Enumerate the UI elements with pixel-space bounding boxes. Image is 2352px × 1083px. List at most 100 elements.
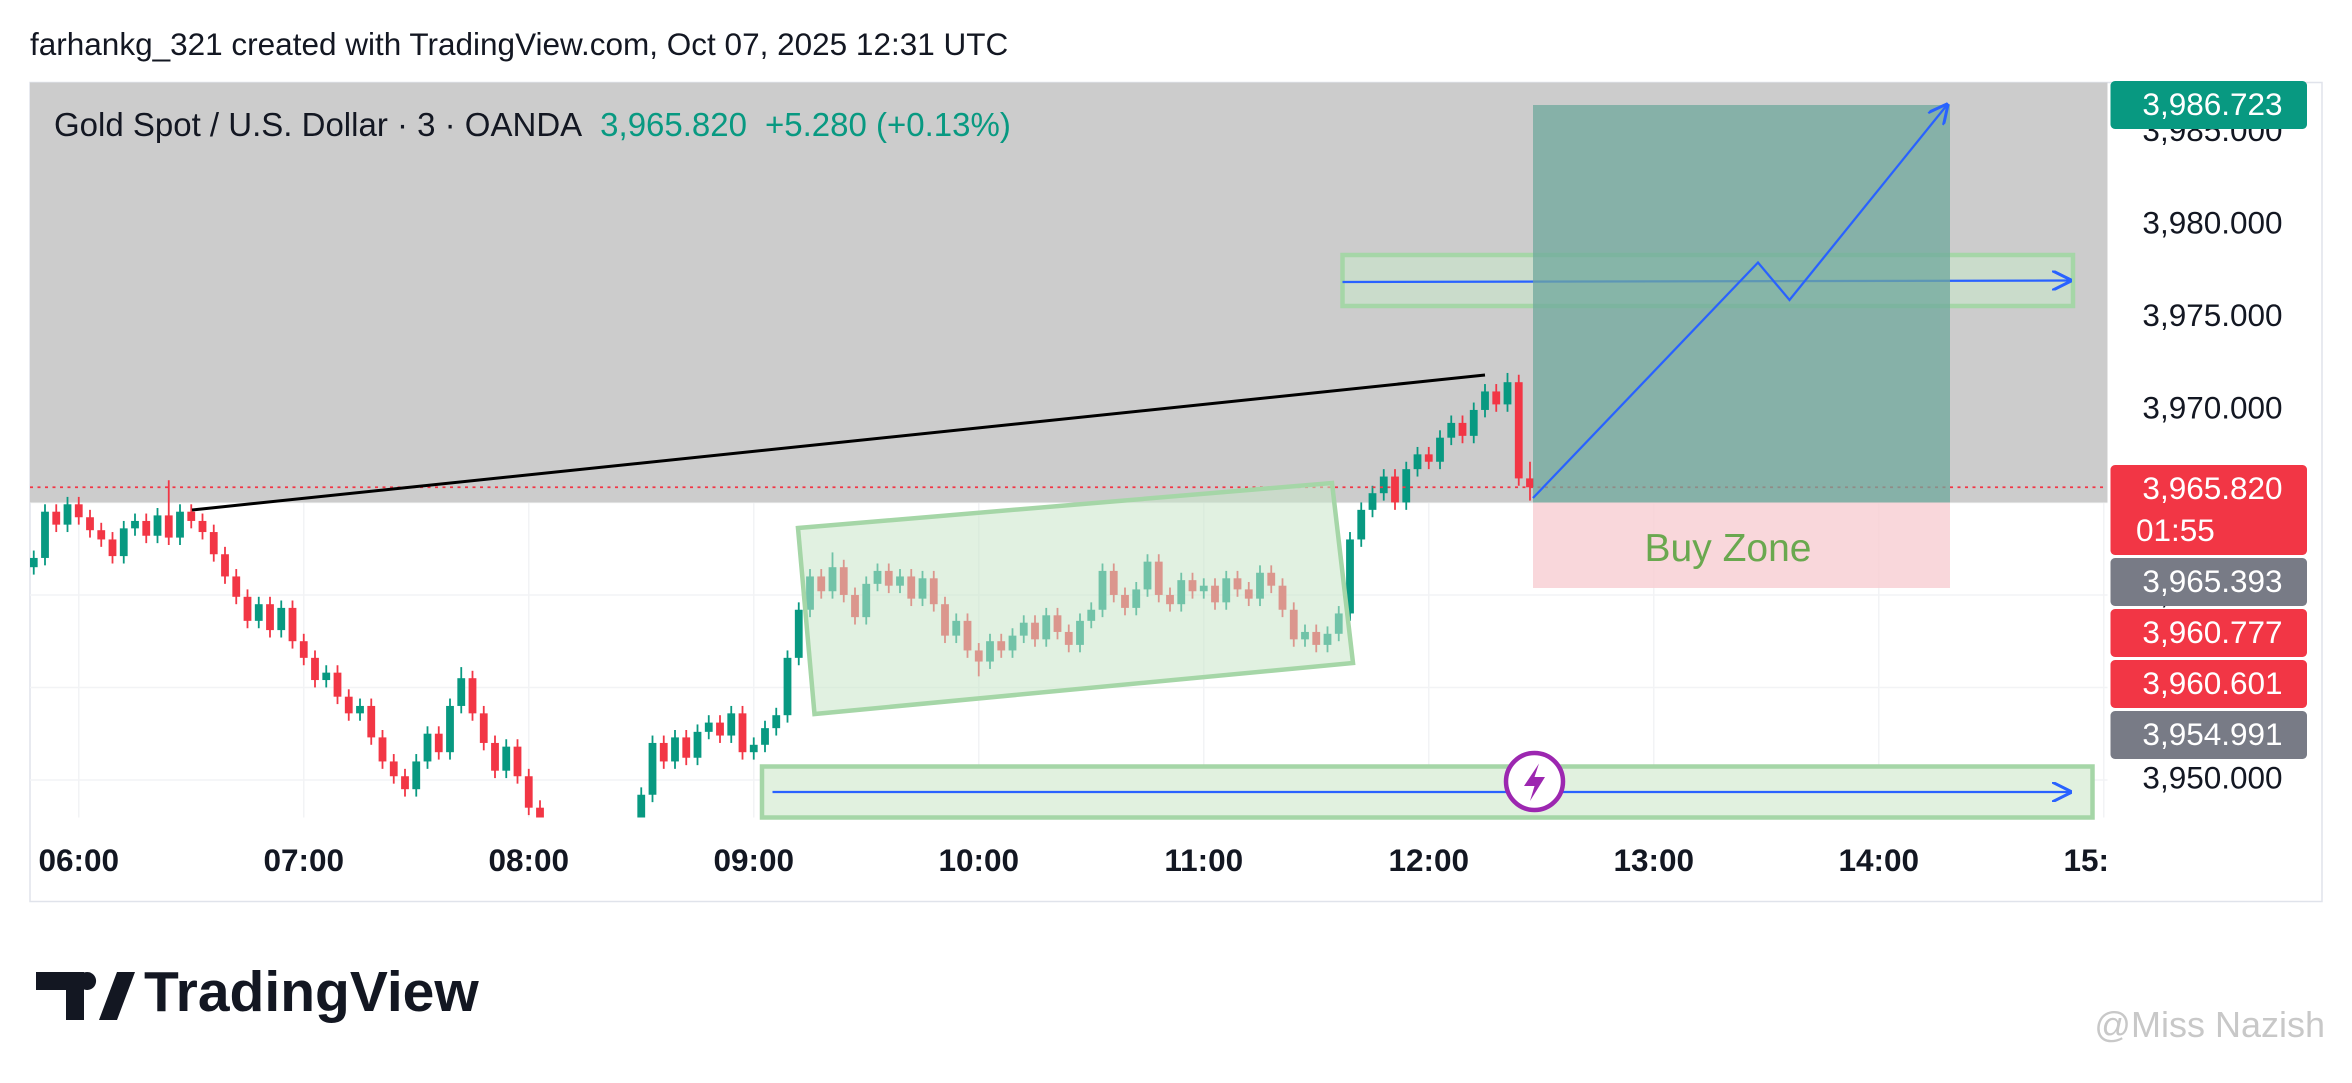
- candle-body: [491, 742, 499, 771]
- candle-body: [738, 713, 747, 753]
- candle-body: [142, 520, 151, 536]
- projection-path: [1532, 105, 1947, 499]
- candle-body: [254, 604, 263, 621]
- price-badge-label: 3,954.991: [2142, 716, 2282, 752]
- candle-body: [434, 733, 443, 753]
- candle-body: [1514, 382, 1523, 479]
- last-price: 3,965.820: [600, 106, 747, 143]
- price-badge: [2110, 81, 2307, 129]
- candle-body: [63, 504, 72, 525]
- candle-body: [412, 761, 421, 790]
- candle-body: [299, 641, 308, 658]
- candle-body: [1413, 454, 1422, 470]
- candle-body: [693, 731, 702, 758]
- countdown: 01:55: [2136, 512, 2215, 548]
- candle-body: [131, 520, 139, 529]
- x-tick-label: 12:00: [1388, 842, 1469, 878]
- candle-body: [457, 678, 466, 706]
- candle-body: [243, 596, 252, 621]
- candle-body: [671, 737, 679, 762]
- legend: Gold Spot / U.S. Dollar · 3 · OANDA 3,96…: [54, 106, 1011, 143]
- candle-body: [401, 776, 409, 790]
- x-tick-label: 14:00: [1838, 842, 1919, 878]
- candle-body: [277, 607, 286, 631]
- candle-body: [153, 515, 162, 536]
- price-badge-label: 3,965.393: [2142, 563, 2282, 599]
- candle-body: [344, 696, 353, 714]
- symbol: Gold Spot / U.S. Dollar · 3 · OANDA: [54, 106, 582, 143]
- y-tick-label: 3,950.000: [2142, 759, 2282, 795]
- x-tick-label: 06:00: [38, 842, 119, 878]
- candle-body: [637, 794, 646, 818]
- header-text: farhankg_321 created with TradingView.co…: [30, 26, 1008, 62]
- candle-body: [1368, 493, 1377, 510]
- candle-body: [772, 715, 781, 729]
- candle-body: [41, 511, 49, 558]
- drawings: Buy Zone: [191, 105, 2095, 820]
- price-badges: 3,986.723 3,965.820 01:55 3,965.393 3,960.77…: [2110, 81, 2307, 759]
- candle-body: [1447, 422, 1456, 438]
- candle-body: [1458, 422, 1467, 436]
- candle-body: [52, 511, 61, 525]
- candle-body: [119, 528, 128, 557]
- candle-body: [682, 737, 691, 758]
- x-tick-label: 08:00: [488, 842, 569, 878]
- candle-body: [659, 742, 668, 762]
- candle-body: [794, 609, 803, 658]
- y-tick-label: 3,970.000: [2142, 389, 2282, 425]
- candle-body: [1436, 437, 1444, 462]
- candle-body: [209, 532, 218, 555]
- candle-body: [1503, 382, 1512, 405]
- candle-body: [1526, 478, 1534, 488]
- x-tick-label: 10:00: [938, 842, 1019, 878]
- candle-body: [367, 705, 376, 738]
- candle-body: [468, 678, 477, 714]
- candle-body: [783, 657, 792, 716]
- candle-body: [536, 807, 544, 818]
- candle-body: [266, 604, 274, 631]
- candle-body: [108, 539, 117, 557]
- candle-body: [423, 733, 432, 762]
- candle-body: [333, 672, 342, 697]
- price-badge: [2110, 660, 2307, 708]
- x-tick-label: 15:00: [2063, 842, 2144, 878]
- candle-body: [322, 672, 331, 681]
- candle-body: [30, 557, 38, 568]
- candle-body: [221, 554, 229, 577]
- candle-body: [1402, 469, 1411, 503]
- channel-box: [795, 480, 1356, 717]
- brand-logo: TradingView: [36, 960, 479, 1024]
- price-badge-label: 3,960.601: [2142, 665, 2282, 701]
- x-tick-label: 11:00: [1164, 842, 1243, 878]
- x-tick-label: 09:00: [713, 842, 794, 878]
- candle-body: [446, 705, 454, 753]
- y-tick-label: 3,980.000: [2142, 204, 2282, 240]
- candle-body: [479, 713, 488, 743]
- candle-body: [727, 713, 736, 736]
- candle-body: [749, 744, 758, 753]
- logo-mark: [36, 972, 135, 1020]
- candle-body: [389, 761, 398, 777]
- x-tick-label: 07:00: [263, 842, 344, 878]
- price-badge: [2110, 465, 2307, 555]
- candle-body: [288, 607, 297, 642]
- candle-body: [232, 576, 241, 597]
- price-badge: [2110, 711, 2307, 759]
- price-badge-label: 3,986.723: [2142, 86, 2282, 122]
- loss-zone: [1533, 502, 1950, 588]
- candle-body: [513, 746, 522, 777]
- brand-name: TradingView: [144, 960, 479, 1024]
- candle-body: [97, 530, 106, 540]
- candle-body: [1424, 454, 1433, 462]
- candle-body: [1469, 409, 1478, 436]
- candle-body: [164, 515, 173, 538]
- candle-body: [356, 705, 364, 714]
- price-badge-label: 3,965.820: [2142, 470, 2282, 506]
- candle-body: [1346, 539, 1354, 614]
- candle-body: [1492, 391, 1501, 405]
- price-badge-label: 3,960.777: [2142, 614, 2282, 650]
- buy-zone-label: Buy Zone: [1645, 527, 1812, 570]
- profit-zone: [1533, 105, 1950, 503]
- candle-body: [1357, 509, 1366, 540]
